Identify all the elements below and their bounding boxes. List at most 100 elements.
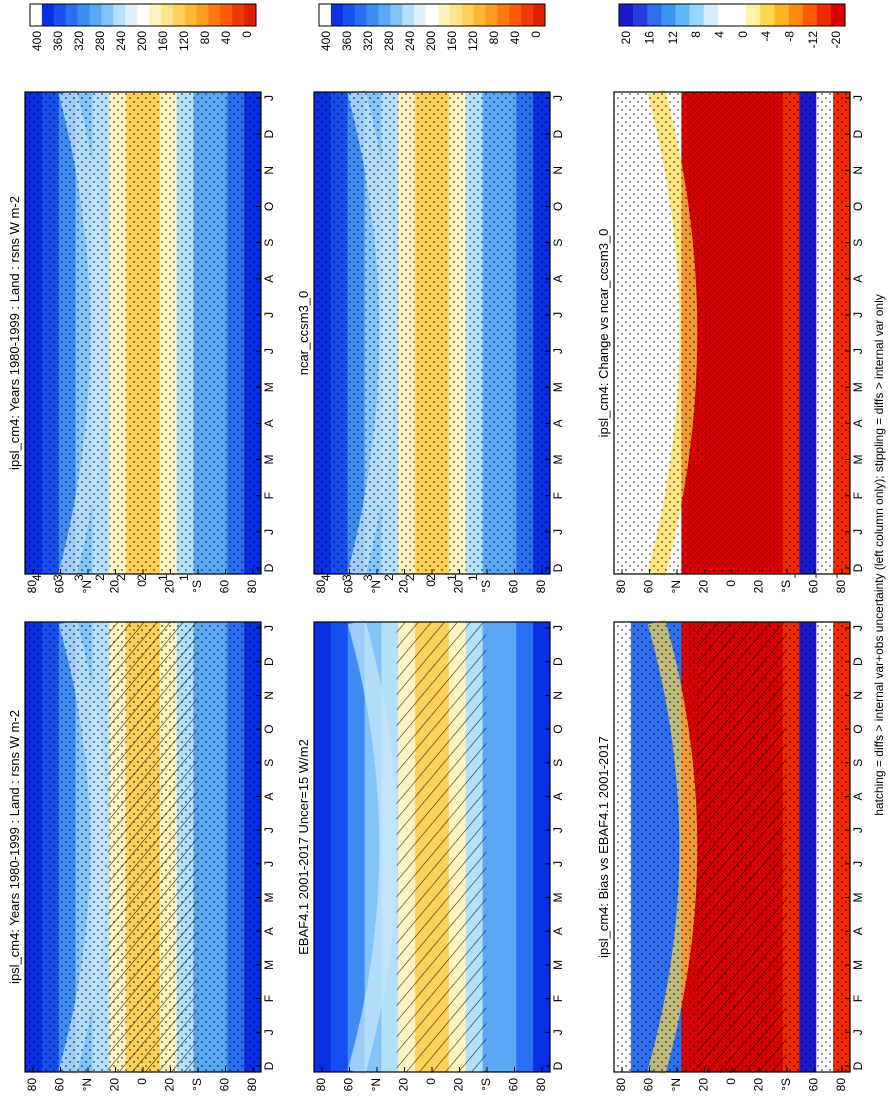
month-tick-label: F [551, 995, 565, 1002]
month-tick-label: J [262, 348, 276, 354]
panel-1: 80 60 °N 20 0 20 °S 60 80DJFMAMJJASONDJipsl_cm4:… [7, 3, 276, 594]
month-tick-label: O [262, 202, 276, 211]
lat-tick-label: 80 [614, 1078, 628, 1092]
month-tick-label: J [551, 1029, 565, 1035]
month-tick-label: O [851, 724, 865, 733]
colorbar-swatch [675, 4, 690, 26]
lat-tick-label: 20 [452, 580, 466, 594]
panel-title: ipsl_cm4: Bias vs EBAF4.1 2001-2017 [596, 736, 611, 958]
month-tick-label: D [262, 563, 276, 572]
colorbar-tick-label: 200 [424, 31, 438, 51]
colorbar-swatch [232, 4, 245, 26]
month-tick-label: D [262, 657, 276, 666]
lat-tick-label: °N [80, 580, 94, 593]
colorbar-swatch [533, 4, 546, 26]
colorbar-swatch [220, 4, 233, 26]
colorbar-tick-label: 80 [487, 31, 501, 45]
month-tick-label: J [551, 95, 565, 101]
stippling-overlay [25, 92, 261, 574]
colorbar-swatch [816, 4, 832, 26]
panel-0: 80 60 °N 20 0 20 °S 60 80DJFMAMJJASONDJipsl_cm4:… [7, 533, 276, 1091]
colorbar-swatch [77, 4, 90, 26]
lat-tick-label: 80 [534, 580, 548, 594]
lat-tick-label: 60 [807, 580, 821, 594]
field-band [516, 622, 534, 1072]
month-tick-label: D [551, 563, 565, 572]
colorbar-tick-label: 40 [508, 31, 522, 45]
colorbar-swatch [125, 4, 138, 26]
lat-tick-label: °N [80, 1078, 94, 1091]
colorbar-swatch [342, 4, 355, 26]
colorbar-swatch [497, 4, 510, 26]
colorbar-tick-label: 240 [403, 31, 417, 51]
colorbar-swatch [208, 4, 221, 26]
month-tick-label: J [851, 348, 865, 354]
lat-tick-label: 0 [724, 1078, 738, 1085]
month-tick-label: M [262, 455, 276, 465]
month-tick-label: S [851, 759, 865, 767]
month-tick-label: O [262, 724, 276, 733]
colorbar-swatch [378, 4, 391, 26]
month-tick-label: M [262, 382, 276, 392]
colorbar-tick-label: 16 [643, 31, 657, 45]
month-tick-label: M [851, 960, 865, 970]
colorbar-tick-label: 160 [156, 31, 170, 51]
field-band [499, 622, 517, 1072]
colorbar-swatch [689, 4, 705, 26]
month-tick-label: J [262, 312, 276, 318]
month-tick-label: F [262, 492, 276, 499]
lat-tick-label: 60 [642, 580, 656, 594]
month-tick-label: D [851, 129, 865, 138]
colorbar-swatch [366, 4, 379, 26]
colorbar-swatch [802, 4, 818, 26]
month-tick-label: J [262, 827, 276, 833]
colorbar-swatch [319, 4, 332, 26]
month-tick-label: N [551, 691, 565, 700]
colorbar-tick-label: 200 [135, 31, 149, 51]
lat-tick-label: 0 [424, 580, 438, 587]
month-tick-label: M [851, 455, 865, 465]
stippling-overlay [614, 92, 850, 574]
field-band [314, 622, 332, 1072]
month-tick-label: M [851, 893, 865, 903]
colorbar-swatch [244, 4, 257, 26]
lat-tick-label: 20 [697, 1078, 711, 1092]
lat-tick-label: 80 [314, 1078, 328, 1092]
colorbar-swatch [760, 4, 775, 26]
colorbar-tick-label: -8 [783, 31, 797, 42]
month-tick-label: N [262, 166, 276, 175]
lat-tick-label: °S [779, 1078, 793, 1091]
month-tick-label: J [851, 827, 865, 833]
hatching-overlay [696, 622, 787, 1072]
month-tick-label: D [551, 1061, 565, 1070]
colorbar-swatch [746, 4, 761, 26]
month-tick-label: F [851, 995, 865, 1002]
panel-5: 80 60 °N 20 0 20 °S 60 80DJFMAMJJASONDJipsl_cm4:… [596, 3, 865, 594]
month-tick-label: J [551, 529, 565, 535]
lat-tick-label: 80 [245, 580, 259, 594]
month-tick-label: J [262, 625, 276, 631]
colorbar-swatch [461, 4, 474, 26]
lat-tick-label: °S [479, 1078, 493, 1091]
month-tick-label: M [551, 455, 565, 465]
colorbar-swatch [521, 4, 534, 26]
month-tick-label: J [262, 861, 276, 867]
month-tick-label: O [551, 202, 565, 211]
lat-tick-label: °N [669, 1078, 683, 1091]
month-tick-label: M [551, 382, 565, 392]
month-tick-label: D [851, 563, 865, 572]
month-tick-label: S [262, 239, 276, 247]
lat-tick-label: 60 [807, 1078, 821, 1092]
lat-tick-label: 80 [614, 580, 628, 594]
month-tick-label: S [551, 759, 565, 767]
panel-title: ipsl_cm4: Years 1980-1999 : Land : rsns … [7, 196, 22, 470]
month-tick-label: J [551, 625, 565, 631]
month-tick-label: D [551, 657, 565, 666]
panel-title: ipsl_cm4: Years 1980-1999 : Land : rsns … [7, 710, 22, 984]
field-band [482, 622, 500, 1072]
colorbar-swatch [437, 4, 451, 26]
stippling-overlay [314, 92, 550, 574]
colorbar-frame [318, 3, 546, 27]
colorbar-tick-label: 80 [198, 31, 212, 45]
panels-layer: 80 60 °N 20 0 20 °S 60 80DJFMAMJJASONDJipsl_cm4:… [7, 3, 865, 1092]
